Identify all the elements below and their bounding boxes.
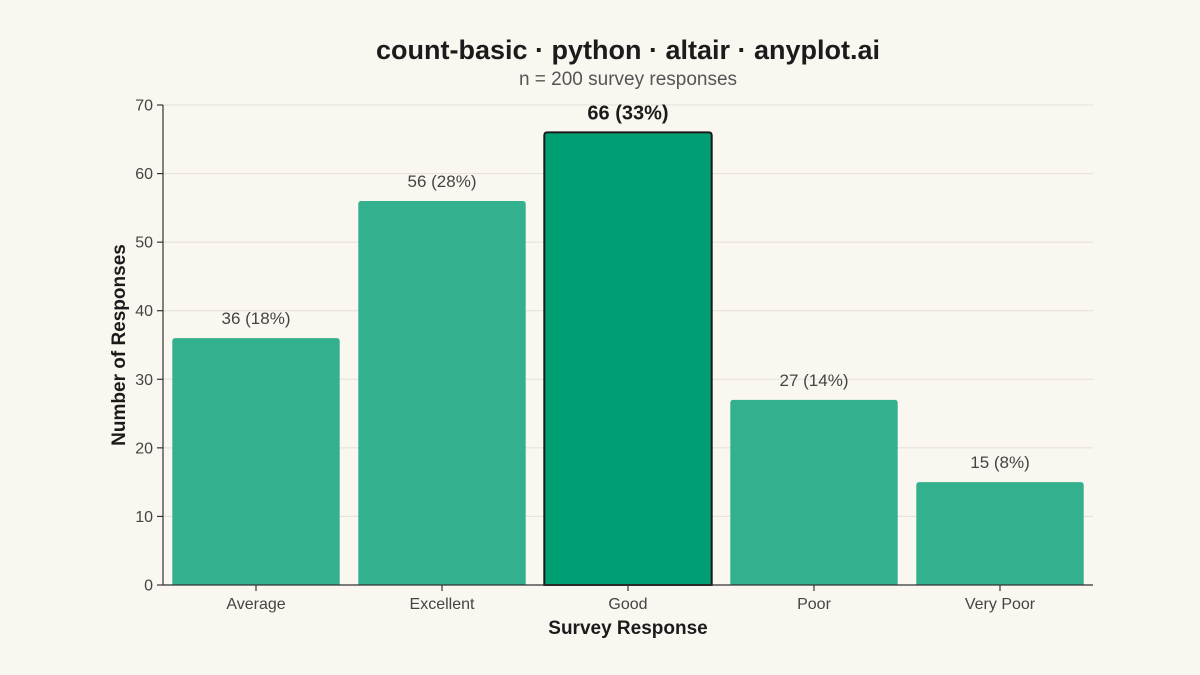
bars: 36 (18%) 56 (28%) 66 (33%) 27 (14%) 15 (8%) (172, 102, 1084, 586)
x-axis: Average Excellent Good Poor Very Poor (163, 584, 1093, 613)
y-tick-label: 30 (135, 372, 153, 389)
x-tick-label: Good (608, 596, 647, 613)
y-axis-title: Number of Responses (109, 244, 130, 446)
y-tick-label: 20 (135, 440, 153, 457)
y-tick-label: 10 (135, 509, 153, 526)
bar-value-label: 27 (14%) (780, 371, 849, 390)
bar-value-label: 66 (33%) (587, 102, 668, 124)
bar-very-poor (916, 482, 1084, 585)
bar-poor (730, 399, 898, 585)
y-tick-label: 60 (135, 166, 153, 183)
bar-value-label: 56 (28%) (408, 172, 477, 191)
y-tick-label: 0 (144, 578, 153, 595)
bar-value-label: 36 (18%) (222, 309, 291, 328)
y-tick-label: 50 (135, 235, 153, 252)
bar-excellent (358, 201, 526, 585)
bar-average (172, 338, 340, 585)
chart-title: count-basic · python · altair · anyplot.… (376, 35, 880, 65)
x-tick-label: Very Poor (965, 596, 1036, 613)
bar-good (543, 131, 713, 586)
x-axis-title: Survey Response (548, 618, 707, 639)
y-tick-label: 70 (135, 98, 153, 115)
bar-value-label: 15 (8%) (970, 453, 1030, 472)
x-tick-label: Excellent (410, 596, 475, 613)
y-tick-label: 40 (135, 303, 153, 320)
x-tick-label: Average (226, 596, 285, 613)
x-tick-label: Poor (797, 596, 831, 613)
y-axis: 0 10 20 30 40 50 60 70 (135, 98, 164, 595)
chart-subtitle: n = 200 survey responses (519, 69, 737, 90)
